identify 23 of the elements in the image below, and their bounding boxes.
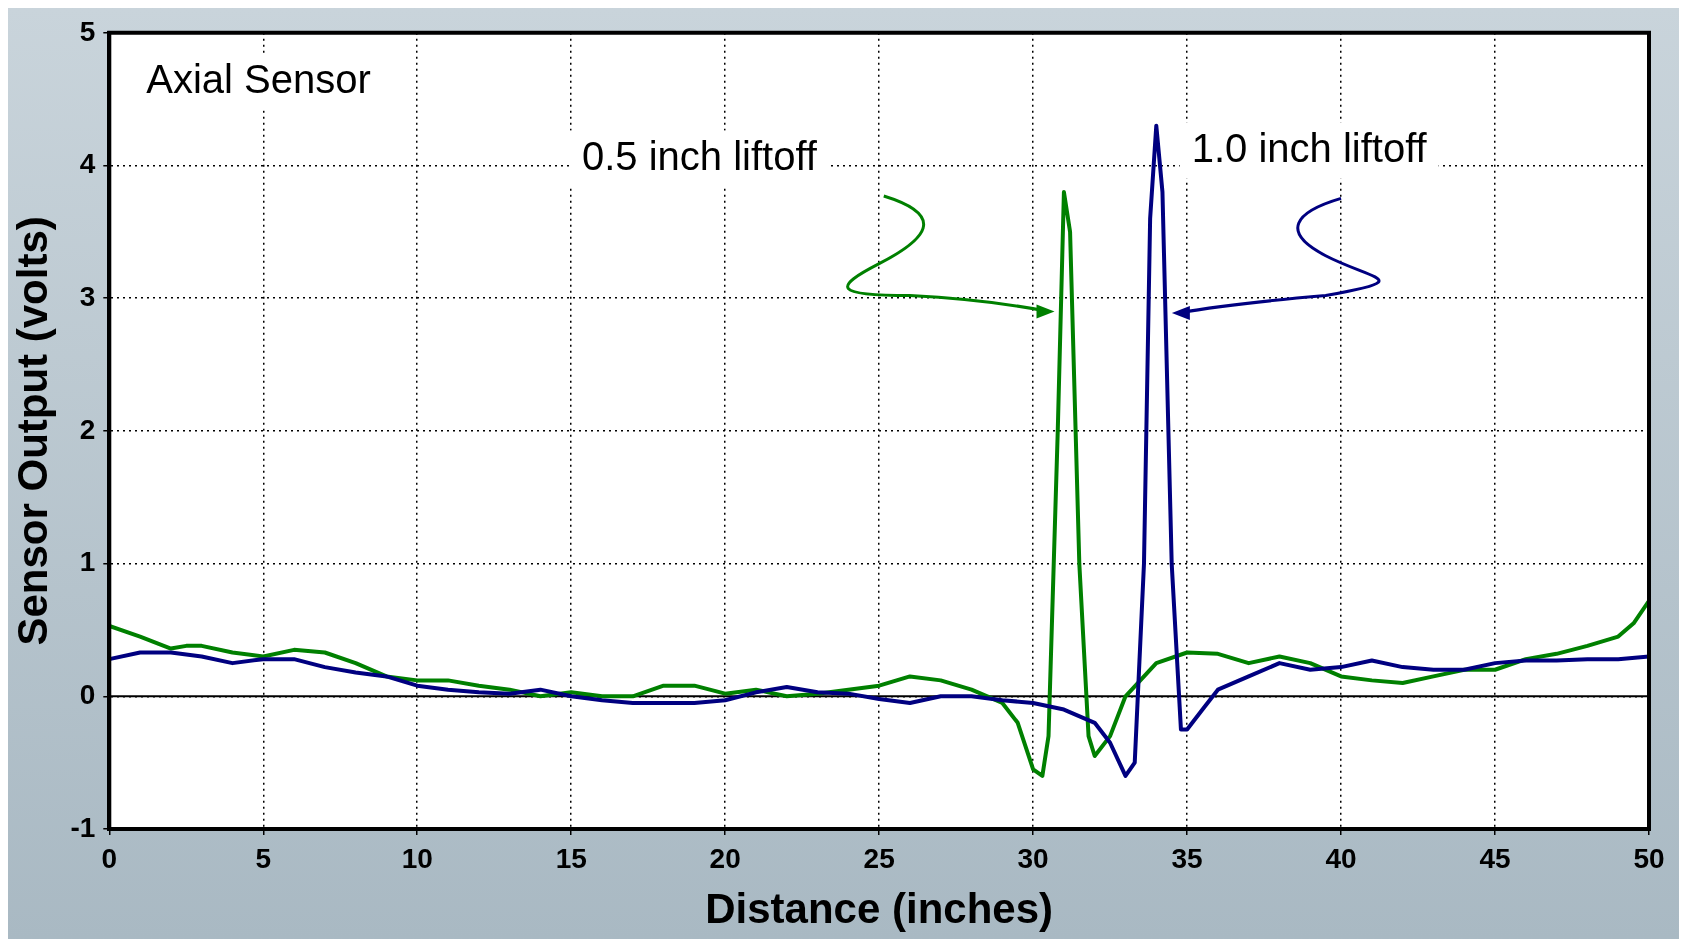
y-tick-label: 4 — [79, 148, 96, 180]
annotation: Axial Sensor — [146, 57, 371, 102]
y-tick-label: 5 — [79, 15, 96, 47]
x-tick-label: 25 — [863, 842, 895, 874]
x-tick-label: 0 — [101, 842, 118, 874]
y-tick-label: 2 — [79, 413, 96, 445]
x-axis-title: Distance (inches) — [705, 885, 1054, 933]
x-tick-label: 15 — [555, 842, 587, 874]
x-tick-label: 40 — [1325, 842, 1357, 874]
x-tick-label: 35 — [1171, 842, 1203, 874]
y-tick-label: 3 — [79, 280, 96, 312]
y-tick-label: 1 — [79, 546, 96, 578]
y-tick-label: 0 — [79, 679, 96, 711]
annotation: 0.5 inch liftoff — [581, 133, 818, 178]
x-tick-label: 50 — [1633, 842, 1665, 874]
annotation: 1.0 inch liftoff — [1191, 125, 1428, 170]
x-tick-label: 10 — [401, 842, 433, 874]
x-tick-label: 45 — [1479, 842, 1511, 874]
x-tick-label: 20 — [709, 842, 741, 874]
x-tick-label: 5 — [255, 842, 272, 874]
y-tick-label: -1 — [70, 811, 96, 843]
x-tick-label: 30 — [1017, 842, 1049, 874]
y-axis-title: Sensor Output (volts) — [8, 216, 56, 646]
